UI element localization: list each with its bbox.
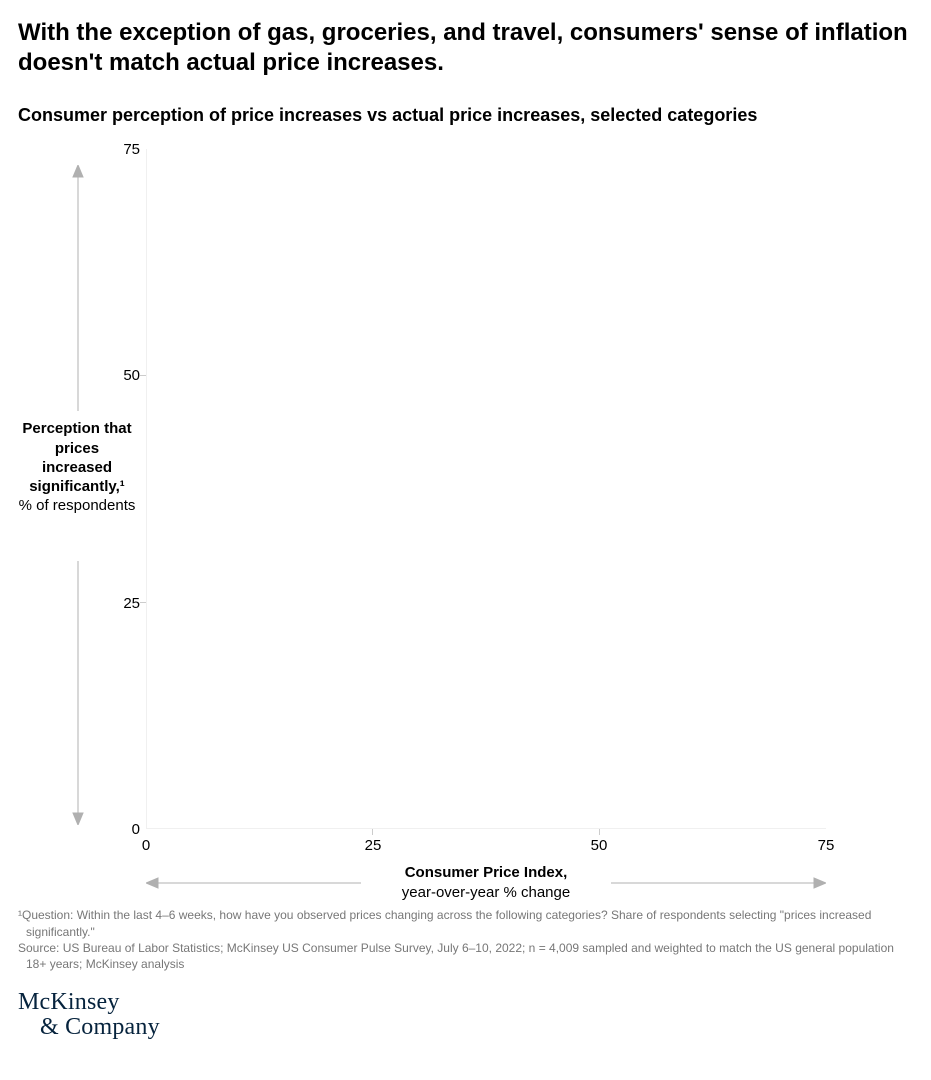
chart-container: 75 50 25 0 0 25 50 75 Perception that pr… — [18, 141, 913, 901]
chart-subtitle: Consumer perception of price increases v… — [18, 104, 913, 127]
y-tick-label-75: 75 — [110, 141, 140, 158]
logo-line-1: McKinsey — [18, 990, 913, 1015]
plot-area — [146, 149, 826, 829]
footnote-1: ¹Question: Within the last 4–6 weeks, ho… — [18, 907, 913, 939]
y-tick — [140, 375, 146, 376]
y-axis-arrow-icon — [70, 165, 86, 825]
x-tick — [599, 829, 600, 835]
y-tick-label-50: 50 — [110, 367, 140, 384]
x-tick-label-0: 0 — [126, 837, 166, 854]
y-tick-label-0: 0 — [110, 821, 140, 838]
x-tick — [372, 829, 373, 835]
y-tick — [140, 602, 146, 603]
x-tick-label-50: 50 — [579, 837, 619, 854]
footnotes: ¹Question: Within the last 4–6 weeks, ho… — [18, 907, 913, 972]
footnote-2: Source: US Bureau of Labor Statistics; M… — [18, 940, 913, 972]
logo-line-2: & Company — [18, 1015, 913, 1040]
chart-title: With the exception of gas, groceries, an… — [18, 18, 913, 78]
mckinsey-logo: McKinsey & Company — [18, 990, 913, 1040]
x-tick-label-25: 25 — [353, 837, 393, 854]
y-tick-label-25: 25 — [110, 595, 140, 612]
x-axis-arrow-icon — [146, 875, 826, 891]
x-tick-label-75: 75 — [806, 837, 846, 854]
